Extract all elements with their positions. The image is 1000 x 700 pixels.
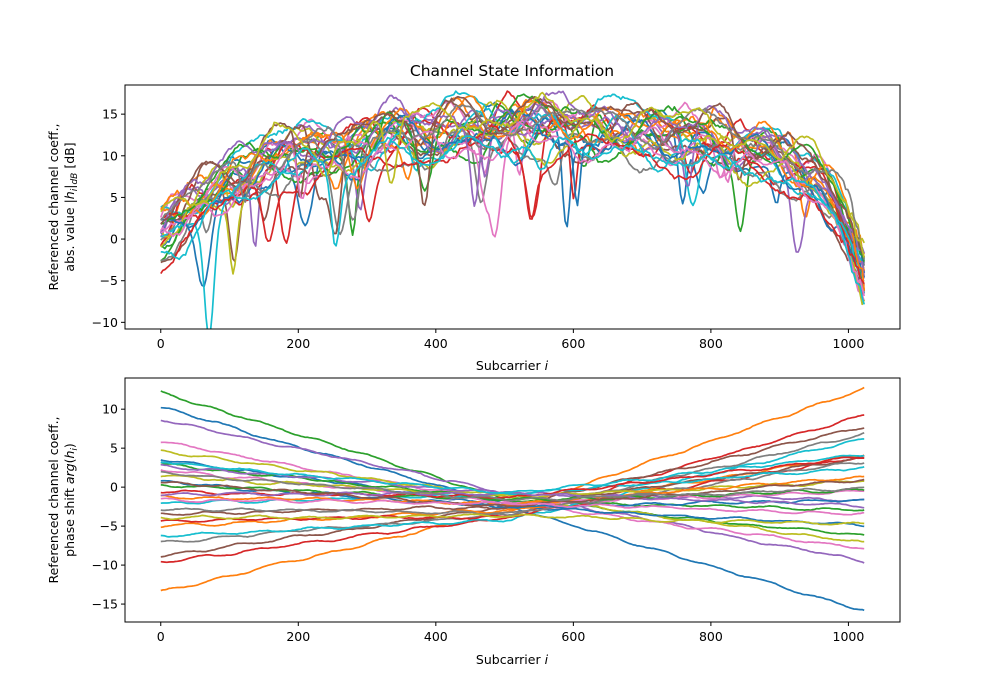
top-y-tick-label: 15 xyxy=(102,107,118,122)
phase-series-line xyxy=(160,386,865,592)
top-y-axis-label-line1: Referenced channel coeff., xyxy=(46,123,61,290)
bottom-x-axis-label-text: Subcarrier xyxy=(476,652,545,667)
top-y-axis-label-line2: abs. value |hi|dB [dB] xyxy=(62,142,80,271)
bottom-y-tick-label: −15 xyxy=(92,597,118,612)
phase-series-line xyxy=(160,478,865,508)
amplitude-series-line xyxy=(160,91,866,258)
bottom-x-axis-label-var: i xyxy=(545,652,549,667)
top-y-label-line2-dB: dB xyxy=(70,173,80,185)
bottom-plot-frame xyxy=(124,377,901,623)
bottom-y-tick-label: −5 xyxy=(100,519,118,534)
bottom-y-axis: −15 −10 −5 0 5 10 xyxy=(92,402,125,612)
amplitude-series-line xyxy=(160,124,865,285)
top-x-tick-label: 0 xyxy=(157,336,165,351)
top-plot-series xyxy=(159,90,866,329)
top-x-tick-label: 200 xyxy=(286,336,310,351)
bottom-y-tick-label: −10 xyxy=(92,558,118,573)
phase-series-line xyxy=(160,474,865,499)
phase-series-line xyxy=(160,497,865,516)
top-x-tick-label: 800 xyxy=(699,336,723,351)
amplitude-series-line xyxy=(160,90,866,273)
bottom-y-label-line2-h: h xyxy=(62,451,77,459)
top-y-axis: −10 −5 0 5 10 15 xyxy=(92,107,125,330)
top-plot-frame xyxy=(124,84,901,330)
bottom-plot-series xyxy=(160,386,865,612)
bottom-y-label-line2-text: phase shift xyxy=(62,484,77,557)
top-y-tick-label: −5 xyxy=(100,273,118,288)
top-y-label-line2-text: abs. value | xyxy=(62,199,77,271)
amplitude-series-line xyxy=(160,93,866,262)
top-x-tick-label: 400 xyxy=(424,336,448,351)
bottom-x-tick-label: 600 xyxy=(561,629,585,644)
top-y-label-line2-unit: [dB] xyxy=(62,142,77,172)
bottom-y-axis-label-line1: Referenced channel coeff., xyxy=(46,416,61,583)
bottom-x-axis: 0 200 400 600 800 1000 xyxy=(157,622,865,644)
top-y-label-line2-sub: i xyxy=(70,188,80,191)
bottom-y-label-line2-open: ( xyxy=(62,459,77,464)
amplitude-series-line xyxy=(160,135,866,305)
bottom-x-tick-label: 0 xyxy=(157,629,165,644)
bottom-y-axis-label-line2: phase shift arg(hi) xyxy=(62,443,80,557)
phase-series-line xyxy=(160,470,865,502)
phase-series-line xyxy=(160,438,865,538)
bottom-x-tick-label: 400 xyxy=(424,629,448,644)
top-x-tick-label: 600 xyxy=(561,336,585,351)
bottom-y-tick-label: 0 xyxy=(110,480,118,495)
top-x-tick-label: 1000 xyxy=(833,336,865,351)
bottom-x-tick-label: 1000 xyxy=(833,629,865,644)
bottom-x-tick-label: 800 xyxy=(699,629,723,644)
top-y-tick-label: 5 xyxy=(110,190,118,205)
bottom-y-tick-label: 5 xyxy=(110,441,118,456)
bottom-y-axis-label: Referenced channel coeff., phase shift a… xyxy=(46,416,80,583)
amplitude-series-line xyxy=(160,121,866,297)
top-x-axis-label-var: i xyxy=(545,358,549,373)
phase-series-line xyxy=(160,454,865,494)
top-y-tick-label: 10 xyxy=(102,148,118,163)
phase-series-line xyxy=(160,462,865,516)
bottom-x-tick-label: 200 xyxy=(286,629,310,644)
phase-series-line xyxy=(160,513,865,526)
top-y-tick-label: −10 xyxy=(92,315,118,330)
top-x-axis-label: Subcarrier i xyxy=(476,358,549,373)
bottom-x-axis-label: Subcarrier i xyxy=(476,652,549,667)
chart-title: Channel State Information xyxy=(410,62,614,80)
top-x-axis-label-text: Subcarrier xyxy=(476,358,545,373)
top-x-axis: 0 200 400 600 800 1000 xyxy=(157,329,865,351)
top-y-label-line2-bar: | xyxy=(62,185,77,189)
bottom-y-label-line2-close: ) xyxy=(62,443,77,448)
bottom-y-tick-label: 10 xyxy=(102,402,118,417)
phase-series-line xyxy=(160,449,865,543)
bottom-y-label-line2-sub: i xyxy=(70,448,80,451)
bottom-y-label-line2-arg: arg xyxy=(62,463,77,484)
top-y-axis-label: Referenced channel coeff., abs. value |h… xyxy=(46,123,80,290)
top-y-tick-label: 0 xyxy=(110,232,118,247)
top-y-label-line2-h: h xyxy=(62,191,77,199)
amplitude-series-line xyxy=(160,104,866,260)
